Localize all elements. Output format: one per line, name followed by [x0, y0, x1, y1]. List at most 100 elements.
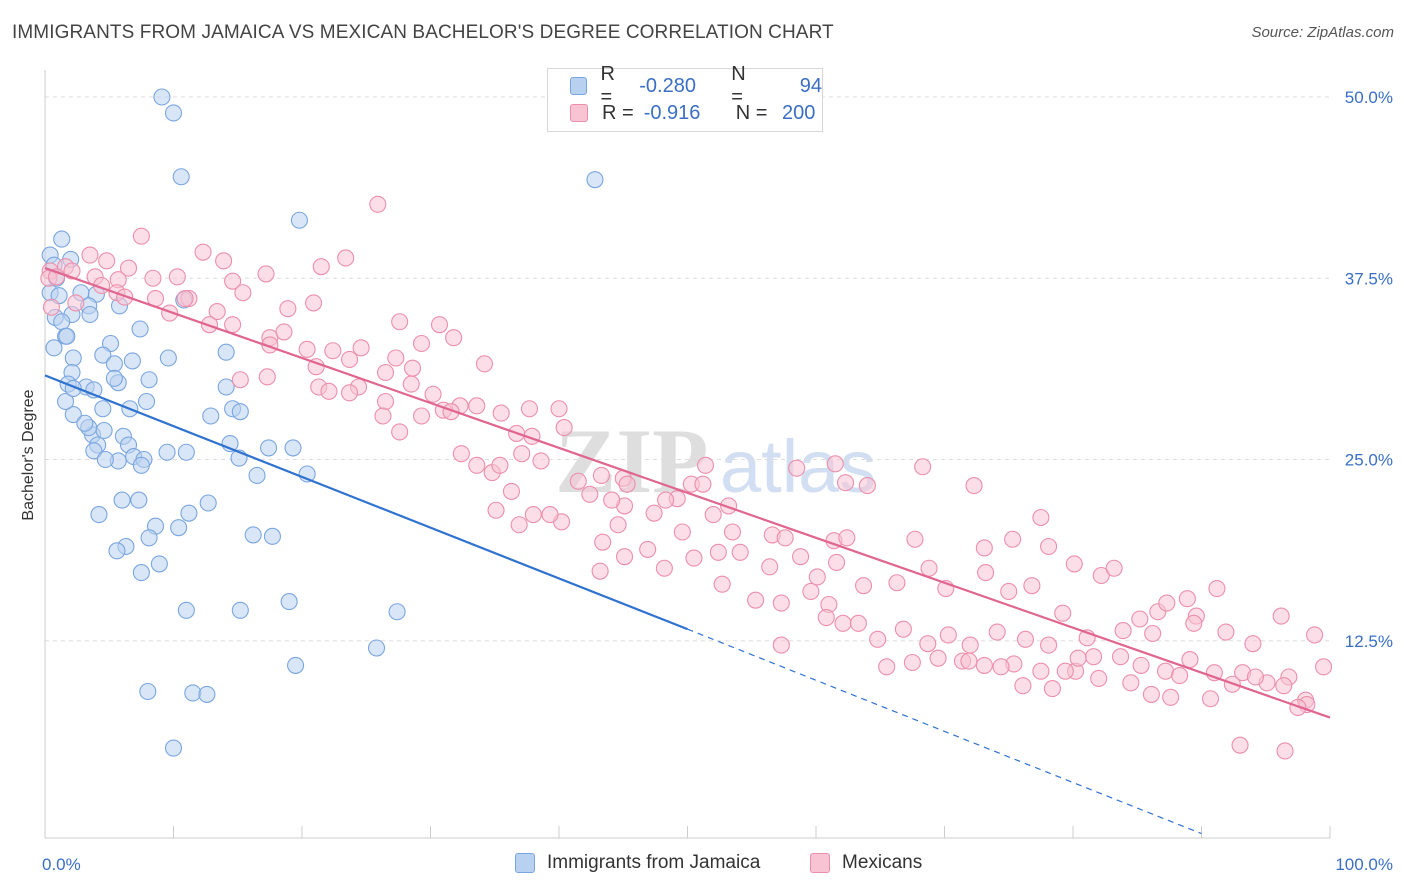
- point-mexicans: [194, 243, 212, 261]
- point-mexicans: [468, 397, 486, 415]
- point-mexicans: [374, 407, 392, 425]
- trendline-jamaica: [44, 374, 688, 631]
- point-jamaica: [290, 211, 308, 229]
- point-mexicans: [704, 506, 722, 524]
- point-mexicans: [1092, 566, 1110, 585]
- point-mexicans: [992, 658, 1010, 676]
- point-mexicans: [817, 608, 835, 627]
- point-mexicans: [1004, 530, 1022, 548]
- point-mexicans: [1185, 614, 1203, 632]
- point-mexicans: [279, 300, 297, 318]
- series-label-jamaica: Immigrants from Jamaica: [547, 852, 761, 873]
- point-jamaica: [53, 230, 71, 248]
- series-legend-mexicans[interactable]: Mexicans: [810, 852, 922, 874]
- point-mexicans: [258, 368, 276, 386]
- point-mexicans: [1065, 555, 1083, 573]
- point-mexicans: [231, 371, 249, 389]
- point-jamaica: [96, 450, 114, 469]
- point-jamaica: [132, 564, 150, 582]
- point-jamaica: [177, 443, 195, 461]
- point-mexicans: [965, 477, 983, 495]
- point-mexicans: [1054, 604, 1072, 622]
- point-mexicans: [975, 539, 993, 557]
- point-mexicans: [960, 652, 978, 670]
- point-mexicans: [858, 477, 876, 495]
- point-jamaica: [95, 421, 113, 440]
- point-mexicans: [603, 491, 621, 509]
- legend-n-value: 200: [782, 101, 816, 124]
- legend-row-mexicans: R = -0.916 N = 200: [570, 100, 815, 126]
- point-mexicans: [492, 404, 510, 422]
- point-mexicans: [685, 549, 703, 567]
- point-mexicans: [445, 329, 463, 347]
- point-jamaica: [217, 378, 235, 396]
- point-mexicans: [761, 558, 779, 576]
- point-jamaica: [90, 506, 108, 524]
- point-jamaica: [388, 603, 406, 621]
- point-mexicans: [224, 272, 242, 290]
- point-mexicans: [694, 475, 712, 493]
- point-mexicans: [720, 497, 738, 515]
- point-mexicans: [591, 562, 609, 580]
- point-mexicans: [1162, 688, 1180, 706]
- point-mexicans: [305, 294, 323, 312]
- point-mexicans: [788, 459, 806, 477]
- point-mexicans: [657, 491, 675, 509]
- point-mexicans: [1315, 658, 1333, 676]
- point-mexicans: [1275, 677, 1293, 695]
- point-mexicans: [594, 533, 612, 551]
- point-mexicans: [430, 316, 449, 334]
- point-mexicans: [609, 516, 627, 534]
- point-mexicans: [837, 474, 855, 492]
- y-tick-label: 12.5%: [1345, 632, 1393, 651]
- y-tick-label: 37.5%: [1345, 269, 1393, 288]
- legend-r-label: R =: [600, 63, 615, 108]
- point-jamaica: [284, 439, 302, 457]
- point-jamaica: [123, 352, 141, 370]
- point-mexicans: [532, 452, 550, 470]
- point-mexicans: [919, 635, 937, 653]
- point-mexicans: [1244, 635, 1262, 653]
- point-jamaica: [244, 526, 262, 544]
- point-mexicans: [1043, 680, 1061, 698]
- point-jamaica: [76, 414, 94, 432]
- point-mexicans: [1144, 624, 1162, 643]
- point-mexicans: [655, 559, 673, 577]
- point-jamaica: [367, 639, 386, 657]
- point-jamaica: [153, 88, 171, 106]
- stats-legend: R = -0.280 N = 94 R = -0.916 N = 200: [547, 63, 823, 132]
- point-mexicans: [475, 355, 494, 373]
- point-mexicans: [42, 298, 60, 316]
- point-mexicans: [1131, 610, 1149, 628]
- series-legend-jamaica[interactable]: Immigrants from Jamaica: [515, 852, 760, 874]
- point-mexicans: [403, 359, 422, 377]
- trendline-extension-jamaica: [687, 628, 1202, 835]
- point-mexicans: [452, 445, 470, 463]
- point-mexicans: [376, 363, 395, 382]
- point-mexicans: [854, 577, 873, 595]
- point-mexicans: [828, 553, 846, 572]
- point-mexicans: [1090, 669, 1108, 688]
- point-jamaica: [132, 456, 150, 474]
- point-mexicans: [376, 392, 395, 411]
- trendline-mexicans: [44, 267, 1331, 719]
- point-jamaica: [180, 504, 198, 522]
- point-jamaica: [248, 466, 266, 485]
- point-mexicans: [849, 614, 867, 632]
- point-mexicans: [1156, 662, 1175, 680]
- point-mexicans: [491, 456, 509, 474]
- point-mexicans: [615, 548, 634, 566]
- point-mexicans: [723, 523, 742, 541]
- point-mexicans: [168, 268, 186, 286]
- point-mexicans: [387, 349, 405, 367]
- point-mexicans: [132, 227, 150, 245]
- point-jamaica: [137, 392, 156, 411]
- point-mexicans: [834, 614, 852, 632]
- point-mexicans: [1181, 651, 1199, 669]
- point-mexicans: [520, 400, 538, 418]
- point-mexicans: [412, 334, 431, 353]
- point-mexicans: [961, 636, 979, 654]
- point-mexicans: [894, 620, 912, 638]
- point-mexicans: [977, 564, 995, 582]
- point-mexicans: [1111, 648, 1130, 666]
